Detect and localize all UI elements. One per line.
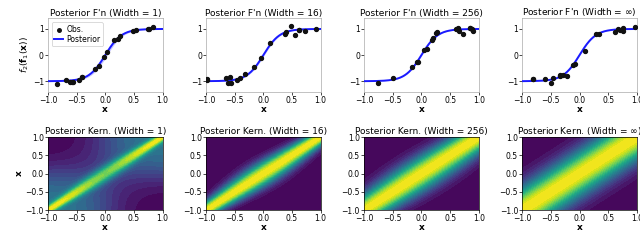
Point: [428, 36, 438, 40]
Obs.: [143, 27, 154, 31]
X-axis label: $\mathbf{x}$: $\mathbf{x}$: [102, 105, 109, 114]
Point: [413, 60, 423, 64]
Point: [256, 56, 266, 60]
Point: [611, 30, 621, 33]
Point: [202, 77, 212, 81]
Obs.: [131, 28, 141, 32]
Point: [630, 26, 640, 29]
Obs.: [148, 25, 158, 28]
Point: [452, 26, 463, 30]
Point: [568, 63, 578, 67]
Point: [548, 76, 558, 80]
Point: [235, 76, 245, 79]
Point: [540, 77, 550, 81]
Point: [221, 76, 231, 80]
X-axis label: $\mathbf{x}$: $\mathbf{x}$: [102, 223, 109, 231]
Point: [614, 28, 625, 32]
Legend: Obs., Posterior: Obs., Posterior: [52, 22, 103, 46]
Point: [282, 30, 292, 34]
Y-axis label: $\mathbf{x}$: $\mathbf{x}$: [15, 170, 24, 177]
Point: [223, 81, 233, 85]
Point: [527, 78, 538, 81]
X-axis label: $\mathbf{x}$: $\mathbf{x}$: [418, 223, 425, 231]
Point: [612, 27, 623, 31]
Point: [289, 33, 300, 36]
Title: Posterior Kern. (Width = 256): Posterior Kern. (Width = 256): [355, 127, 488, 136]
Point: [580, 49, 590, 53]
Obs.: [68, 80, 79, 84]
Point: [458, 32, 468, 36]
Point: [294, 28, 305, 32]
Obs.: [61, 78, 71, 82]
Point: [294, 28, 304, 32]
Point: [373, 81, 383, 85]
Point: [412, 60, 422, 64]
Point: [388, 76, 398, 79]
Obs.: [90, 67, 100, 71]
Point: [286, 24, 296, 28]
Obs.: [99, 55, 109, 59]
Title: Posterior Kern. (Width = 1): Posterior Kern. (Width = 1): [45, 127, 166, 136]
Obs.: [127, 29, 138, 33]
Title: Posterior Kern. (Width = 16): Posterior Kern. (Width = 16): [200, 127, 327, 136]
X-axis label: $\mathbf{x}$: $\mathbf{x}$: [260, 223, 267, 231]
Point: [240, 73, 250, 76]
Point: [431, 30, 442, 34]
Point: [465, 26, 475, 30]
Obs.: [115, 34, 125, 38]
X-axis label: $\mathbf{x}$: $\mathbf{x}$: [260, 105, 267, 114]
Obs.: [113, 37, 123, 41]
Point: [225, 75, 235, 79]
X-axis label: $\mathbf{x}$: $\mathbf{x}$: [576, 105, 583, 114]
Point: [453, 27, 463, 30]
Point: [427, 38, 437, 42]
Obs.: [77, 75, 87, 79]
Point: [265, 42, 275, 45]
Point: [249, 65, 259, 69]
Point: [595, 33, 605, 36]
Point: [422, 47, 432, 51]
Point: [545, 81, 556, 85]
Title: Posterior F'n (Width = 16): Posterior F'n (Width = 16): [205, 9, 322, 18]
X-axis label: $\mathbf{x}$: $\mathbf{x}$: [576, 223, 583, 231]
Obs.: [77, 75, 87, 78]
Point: [591, 32, 602, 36]
Y-axis label: $f_2(\mathbf{f}_1(\mathbf{x}))$: $f_2(\mathbf{f}_1(\mathbf{x}))$: [19, 37, 31, 73]
Point: [451, 27, 461, 30]
Point: [419, 48, 429, 52]
Point: [465, 26, 476, 30]
Title: Posterior Kern. (Width = $\infty$): Posterior Kern. (Width = $\infty$): [517, 125, 640, 137]
Point: [406, 65, 417, 69]
Obs.: [52, 82, 62, 86]
Obs.: [74, 78, 84, 82]
Obs.: [93, 64, 104, 68]
Point: [467, 29, 477, 33]
Obs.: [143, 27, 153, 31]
Point: [226, 81, 236, 85]
Point: [454, 29, 464, 33]
Point: [570, 62, 580, 66]
Obs.: [102, 50, 113, 54]
Point: [300, 29, 310, 33]
Obs.: [65, 80, 75, 84]
Point: [280, 32, 291, 36]
Point: [232, 79, 242, 82]
Point: [562, 74, 572, 78]
Point: [467, 27, 477, 30]
Point: [310, 27, 321, 31]
Point: [556, 74, 566, 78]
Point: [431, 31, 441, 35]
Point: [618, 27, 628, 30]
Point: [202, 78, 212, 82]
Point: [554, 73, 564, 77]
Title: Posterior F'n (Width = 256): Posterior F'n (Width = 256): [360, 9, 483, 18]
Obs.: [109, 39, 120, 42]
Point: [618, 29, 628, 33]
Title: Posterior F'n (Width = $\infty$): Posterior F'n (Width = $\infty$): [522, 6, 637, 18]
Obs.: [67, 80, 77, 84]
Point: [528, 77, 538, 81]
X-axis label: $\mathbf{x}$: $\mathbf{x}$: [418, 105, 425, 114]
Point: [557, 73, 568, 77]
Title: Posterior F'n (Width = 1): Posterior F'n (Width = 1): [49, 9, 161, 18]
